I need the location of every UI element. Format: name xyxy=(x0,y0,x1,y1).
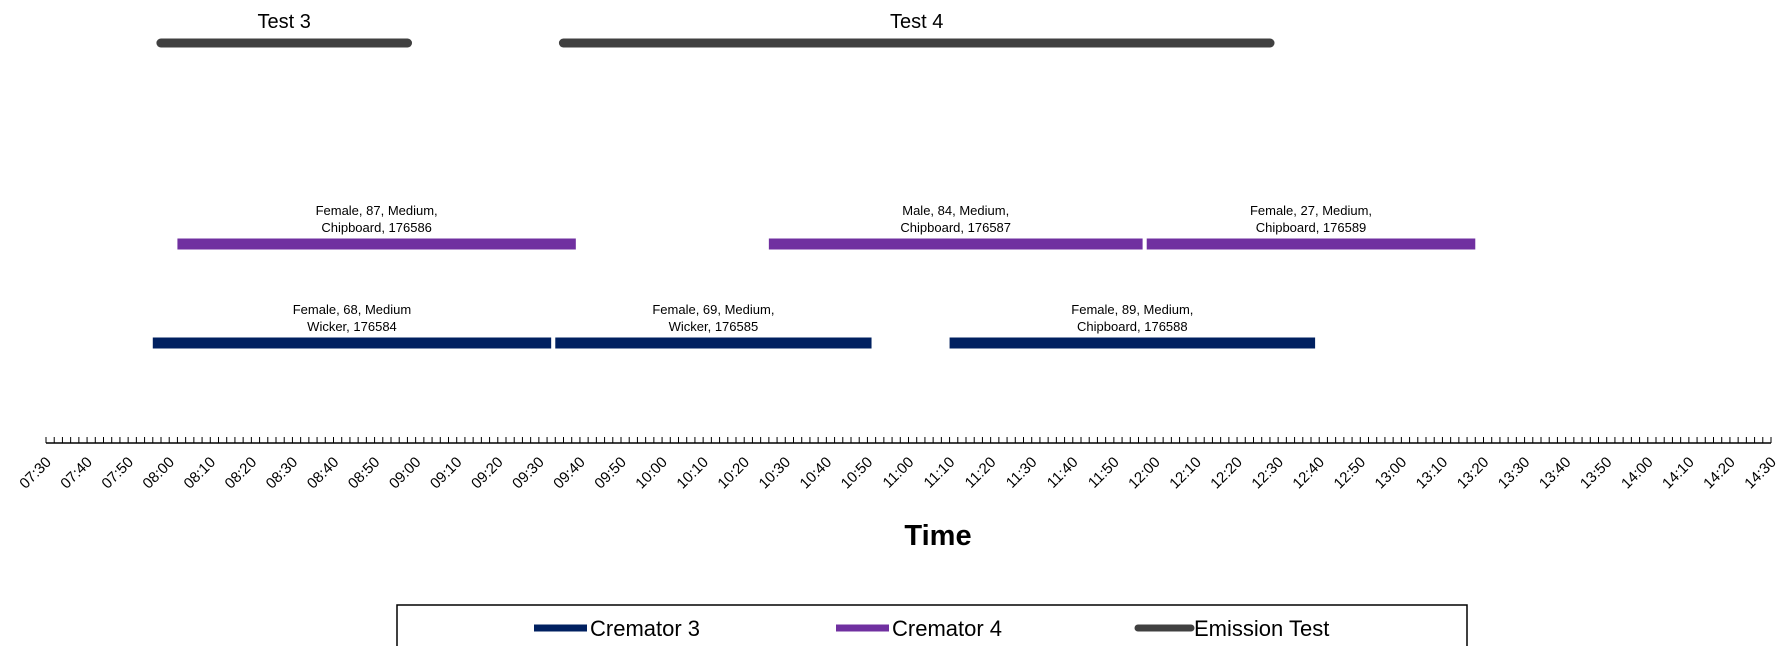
x-tick-label: 11:40 xyxy=(1044,454,1082,492)
x-tick-label: 08:50 xyxy=(345,454,384,493)
x-tick-label: 09:10 xyxy=(427,454,466,493)
x-tick-label: 13:20 xyxy=(1454,454,1493,493)
x-tick-label: 09:00 xyxy=(386,454,425,493)
x-tick-label: 09:40 xyxy=(550,454,589,493)
x-tick-label: 10:10 xyxy=(673,454,712,493)
x-tick-label: 09:20 xyxy=(468,454,507,493)
bar-label: Female, 87, Medium, xyxy=(316,203,438,218)
x-tick-label: 08:00 xyxy=(139,454,178,493)
x-tick-label: 08:40 xyxy=(304,454,343,493)
legend-frame xyxy=(396,604,1468,646)
x-tick-label: 13:10 xyxy=(1413,454,1452,493)
legend-label: Cremator 4 xyxy=(892,616,1002,641)
x-tick-label: 12:40 xyxy=(1289,454,1328,493)
x-tick-label: 14:20 xyxy=(1700,454,1739,493)
bar-label: Wicker, 176585 xyxy=(669,319,759,334)
bar-label: Chipboard, 176589 xyxy=(1256,220,1367,235)
x-tick-label: 12:30 xyxy=(1248,454,1287,493)
x-tick-label: 09:50 xyxy=(591,454,630,493)
x-tick-label: 07:50 xyxy=(98,454,137,493)
x-tick-label: 08:30 xyxy=(263,454,302,493)
x-tick-label: 09:30 xyxy=(509,454,548,493)
bar-label: Male, 84, Medium, xyxy=(902,203,1009,218)
time-axis: 07:30 07:40 07:50 08:00 08:10 08:20 08:30 08:40… xyxy=(16,437,1780,492)
legend: Cremator 3 Cremator 4 Emission Test xyxy=(396,604,1468,646)
x-tick-label: 11:00 xyxy=(880,454,918,492)
x-tick-label: 07:30 xyxy=(16,454,55,493)
x-tick-label: 14:30 xyxy=(1741,454,1780,493)
x-tick-label: 07:40 xyxy=(57,454,96,493)
x-tick-label: 13:30 xyxy=(1495,454,1534,493)
x-tick-label: 10:40 xyxy=(797,454,836,493)
legend-label: Emission Test xyxy=(1194,616,1329,641)
x-tick-label: 12:50 xyxy=(1331,454,1370,493)
x-tick-label: 13:00 xyxy=(1372,454,1411,493)
x-tick-label: 13:40 xyxy=(1536,454,1575,493)
bar-label: Chipboard, 176586 xyxy=(321,220,432,235)
bars-layer: Female, 68, Medium Wicker, 176584 Female, … xyxy=(152,11,1476,349)
x-tick-label: 11:30 xyxy=(1003,454,1041,492)
bar-label: Wicker, 176584 xyxy=(307,319,397,334)
x-tick-label: 10:30 xyxy=(756,454,795,493)
legend-label: Cremator 3 xyxy=(590,616,700,641)
bar-label: Female, 27, Medium, xyxy=(1250,203,1372,218)
bar-label: Test 3 xyxy=(258,11,311,33)
x-tick-label: 14:00 xyxy=(1618,454,1657,493)
bar-label: Chipboard, 176588 xyxy=(1077,319,1188,334)
x-tick-label: 10:20 xyxy=(714,454,753,493)
x-tick-label: 11:20 xyxy=(962,454,1000,492)
x-axis-title: Time xyxy=(904,520,971,552)
x-tick-label: 11:50 xyxy=(1085,454,1123,492)
x-tick-label: 12:00 xyxy=(1125,454,1164,493)
x-tick-label: 08:10 xyxy=(181,454,220,493)
bar-label: Female, 69, Medium, xyxy=(652,302,774,317)
x-tick-label: 12:20 xyxy=(1207,454,1246,493)
x-tick-label: 10:50 xyxy=(838,454,877,493)
x-tick-label: 08:20 xyxy=(222,454,261,493)
bar-label: Female, 89, Medium, xyxy=(1071,302,1193,317)
bar-label: Chipboard, 176587 xyxy=(900,220,1011,235)
bar-label: Test 4 xyxy=(890,11,943,33)
x-tick-label: 14:10 xyxy=(1659,454,1698,493)
x-tick-label: 11:10 xyxy=(921,454,959,492)
bar-label: Female, 68, Medium xyxy=(293,302,412,317)
x-tick-label: 10:00 xyxy=(632,454,671,493)
x-tick-label: 13:50 xyxy=(1577,454,1616,493)
x-tick-label: 12:10 xyxy=(1166,454,1205,493)
